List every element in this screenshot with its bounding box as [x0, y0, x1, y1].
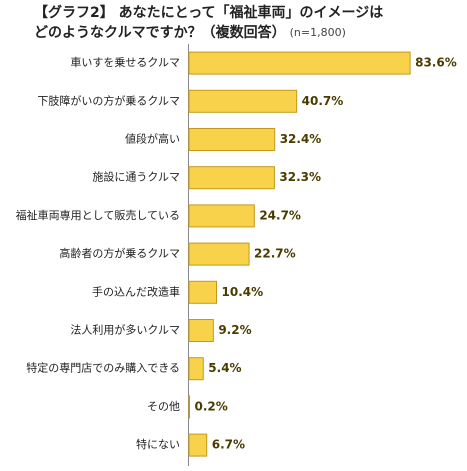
value-label: 9.2%	[218, 323, 251, 337]
chart-title: 【グラフ2】 あなたにとって「福祉車両」のイメージは	[34, 4, 383, 21]
category-label: 福祉車両専用として販売している	[16, 208, 180, 222]
value-label: 32.4%	[280, 132, 322, 146]
chart-title: どのようなクルマですか？（複数回答）	[34, 24, 286, 41]
category-label: 施設に通うクルマ	[92, 170, 180, 184]
category-label: 特にない	[136, 437, 180, 451]
value-label: 22.7%	[254, 247, 296, 261]
value-label: 83.6%	[415, 56, 457, 70]
value-label: 32.3%	[279, 170, 321, 184]
sample-note: (n=1,800)	[290, 26, 346, 39]
value-label: 40.7%	[302, 94, 344, 108]
value-label: 5.4%	[208, 361, 241, 375]
bar	[188, 242, 250, 266]
category-label: 下肢障がいの方が乗るクルマ	[37, 93, 180, 107]
bar	[188, 357, 204, 381]
value-label: 24.7%	[259, 208, 301, 222]
category-label: 値段が高い	[125, 132, 180, 146]
category-label: 高齢者の方が乗るクルマ	[59, 246, 180, 260]
category-label: 特定の専門店でのみ購入できる	[26, 361, 180, 375]
bar	[188, 89, 298, 113]
category-label: 法人利用が多いクルマ	[70, 323, 180, 337]
bar	[188, 280, 218, 304]
bar	[188, 128, 276, 151]
value-label: 0.2%	[195, 399, 228, 413]
bar	[188, 395, 191, 419]
value-label: 6.7%	[212, 438, 245, 452]
bar	[188, 319, 214, 342]
category-label: その他	[147, 400, 180, 413]
category-label: 車いすを乗せるクルマ	[70, 55, 180, 69]
bar	[188, 204, 255, 228]
value-label: 10.4%	[222, 285, 264, 299]
category-label: 手の込んだ改造車	[92, 284, 180, 298]
bar	[188, 433, 208, 457]
bar	[188, 166, 275, 190]
bar	[188, 51, 411, 75]
